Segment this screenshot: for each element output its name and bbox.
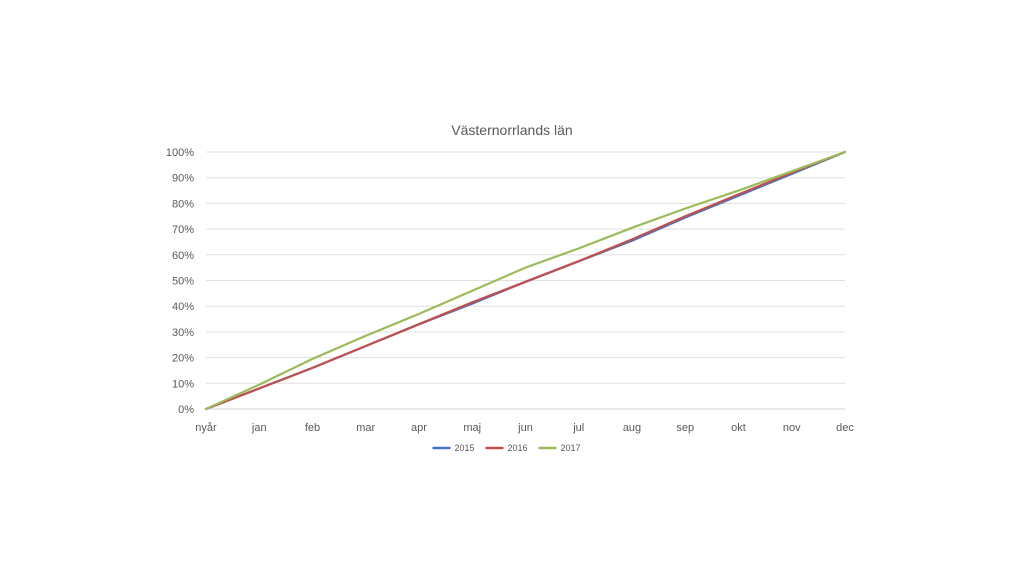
y-tick-label: 0% <box>178 404 194 416</box>
series-lines <box>204 150 847 411</box>
x-tick-label: maj <box>463 422 481 434</box>
x-tick-label: sep <box>676 422 694 434</box>
y-tick-label: 10% <box>172 378 194 390</box>
x-axis-tick-labels: nyår jan feb mar apr maj jun jul aug sep okt nov dec <box>195 422 854 434</box>
y-axis-tick-labels: 0% 10% 20% 30% 40% 50% 60% 70% 80% 90% 100% <box>166 147 194 416</box>
x-tick-label: aug <box>623 422 641 434</box>
y-tick-label: 40% <box>172 301 194 313</box>
legend-label: 2016 <box>508 443 528 453</box>
x-tick-label: apr <box>411 422 427 434</box>
x-tick-label: mar <box>356 422 375 434</box>
x-tick-label: okt <box>731 422 746 434</box>
y-tick-label: 20% <box>172 353 194 365</box>
gridlines <box>206 151 845 410</box>
y-tick-label: 30% <box>172 327 194 339</box>
y-tick-label: 60% <box>172 250 194 262</box>
series-line-2017 <box>204 150 847 411</box>
x-tick-label: nov <box>783 422 801 434</box>
x-tick-label: jan <box>251 422 267 434</box>
x-tick-label: dec <box>836 422 854 434</box>
x-tick-label: jul <box>572 422 584 434</box>
x-tick-label: jun <box>517 422 533 434</box>
chart-title: Västernorrlands län <box>451 122 572 138</box>
legend-label: 2015 <box>455 443 475 453</box>
legend: 2015 2016 2017 <box>432 443 581 453</box>
x-tick-label: nyår <box>195 422 217 434</box>
y-tick-label: 80% <box>172 198 194 210</box>
y-tick-label: 70% <box>172 224 194 236</box>
y-tick-label: 90% <box>172 173 194 185</box>
y-tick-label: 100% <box>166 147 194 159</box>
x-tick-label: feb <box>305 422 320 434</box>
legend-label: 2017 <box>561 443 581 453</box>
y-tick-label: 50% <box>172 276 194 288</box>
series-line-2016 <box>204 150 847 411</box>
